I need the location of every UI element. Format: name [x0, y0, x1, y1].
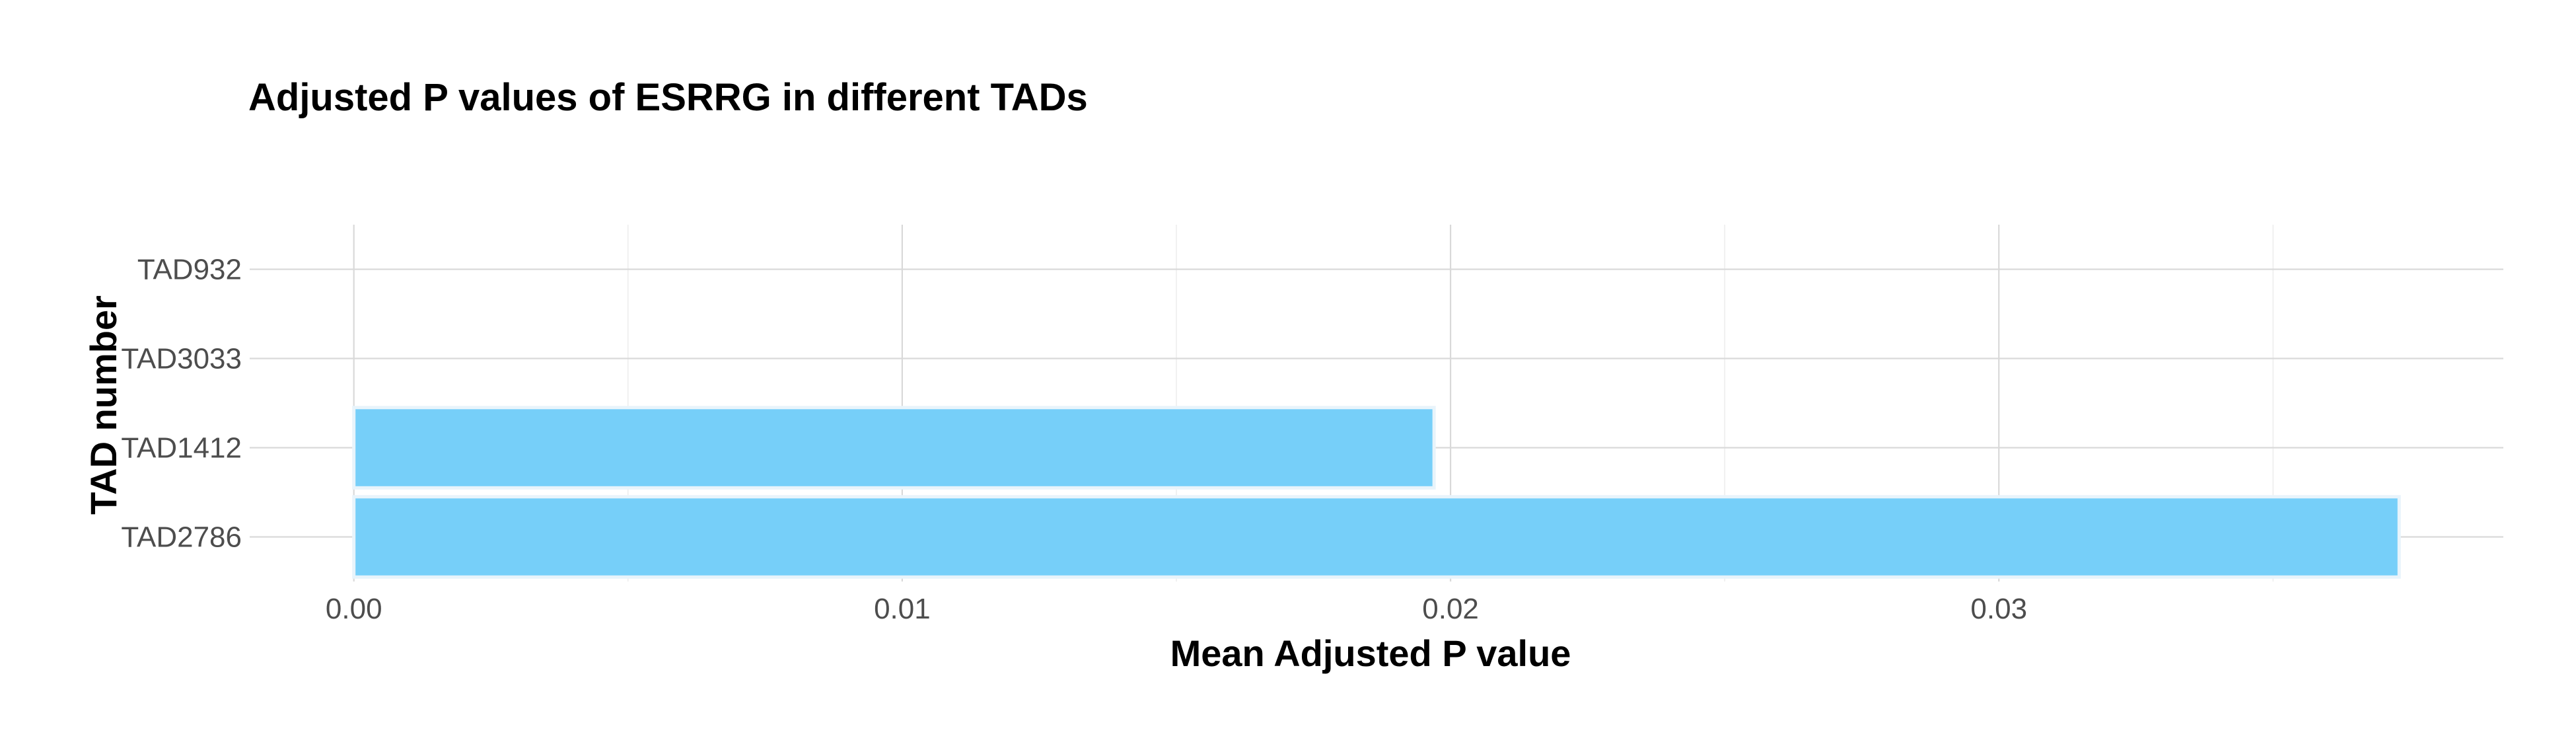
bar-TAD1412 — [352, 406, 1436, 490]
x-axis: 0.00 0.01 0.02 0.03 — [326, 593, 2027, 625]
y-axis: TAD932 TAD3033 TAD1412 TAD2786 — [121, 254, 242, 554]
y-tick-label-TAD2786: TAD2786 — [121, 521, 242, 554]
x-tick-label-3: 0.03 — [1970, 593, 2027, 625]
x-tick-label-2: 0.02 — [1422, 593, 1479, 625]
y-tick-label-TAD3033: TAD3033 — [121, 343, 242, 375]
x-tick-label-0: 0.00 — [326, 593, 382, 625]
x-tick-label-1: 0.01 — [874, 593, 931, 625]
x-axis-title: Mean Adjusted P value — [1170, 632, 1571, 674]
y-tick-label-TAD932: TAD932 — [137, 254, 242, 286]
y-tick-label-TAD1412: TAD1412 — [121, 432, 242, 465]
y-axis-title: TAD number — [83, 295, 124, 515]
bar-layer — [352, 406, 2401, 579]
chart-title: Adjusted P values of ESRRG in different … — [248, 76, 1088, 119]
plot-panel — [250, 225, 2503, 582]
bar-TAD2786 — [352, 495, 2401, 579]
